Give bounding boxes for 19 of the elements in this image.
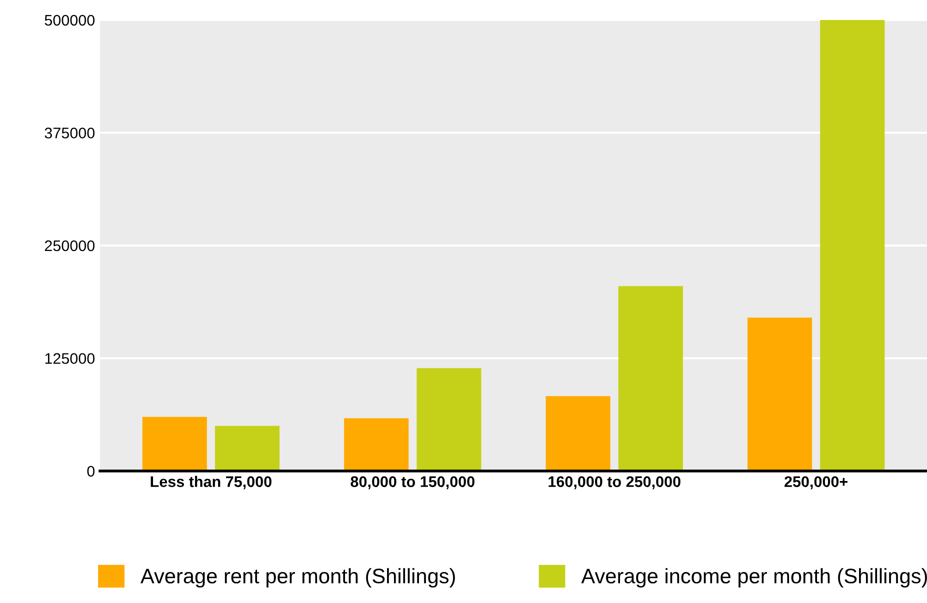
bar (820, 20, 885, 471)
x-tick-label: Less than 75,000 (150, 476, 272, 490)
y-tick-label: 0 (87, 466, 95, 477)
y-tick-label: 500000 (44, 14, 95, 26)
y-tick-label: 125000 (45, 353, 95, 364)
x-tick-label: 80,000 to 150,000 (350, 476, 474, 490)
bar (416, 368, 482, 471)
x-tick-label: 160,000 to 250,000 (548, 476, 680, 490)
y-tick-label: 250000 (44, 240, 95, 252)
bar (214, 426, 280, 471)
bar (546, 396, 610, 471)
legend-label: Average rent per month (Shillings) (140, 568, 455, 588)
y-tick-label: 375000 (44, 128, 95, 138)
bar (618, 286, 683, 471)
bar (747, 318, 812, 471)
bar (344, 418, 409, 471)
bar (142, 416, 207, 471)
legend-label: Average income per month (Shillings) (581, 568, 927, 588)
x-tick-label: 250,000+ (784, 476, 848, 490)
